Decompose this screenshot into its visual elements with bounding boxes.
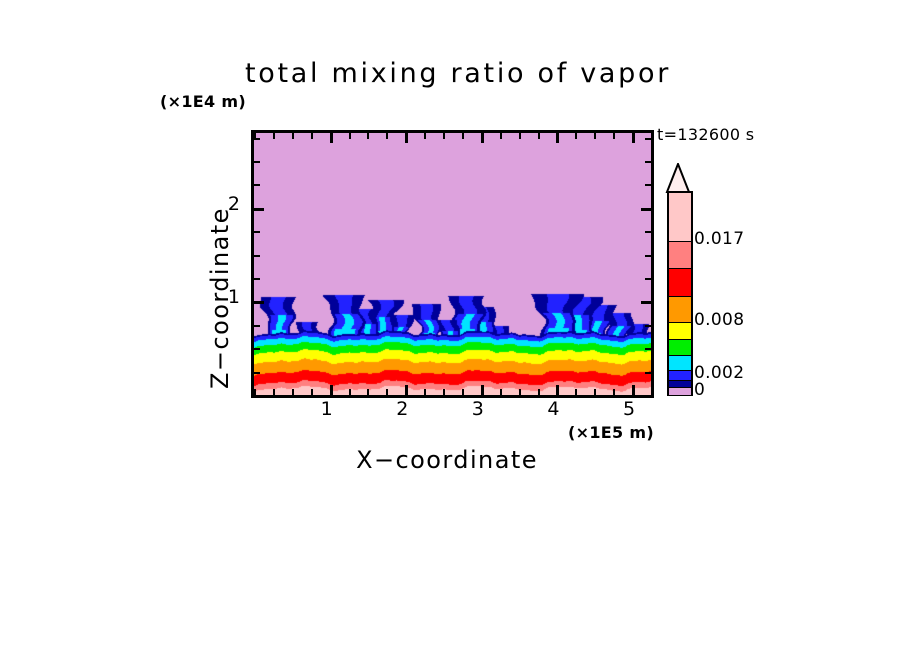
x-major-tick-bottom [330,385,333,395]
colorbar-band [669,387,691,395]
colorbar-band [669,380,691,389]
x-minor-tick-bottom [519,389,521,395]
x-minor-tick-top [292,133,294,139]
x-axis-unit-label: (×1E5 m) [568,423,655,442]
x-minor-tick-bottom [651,389,653,395]
y-minor-tick-left [254,278,260,280]
colorbar-tick-label: 0.008 [694,310,745,331]
x-tick-label: 4 [547,398,560,420]
colorbar-band [669,339,691,357]
x-minor-tick-bottom [386,389,388,395]
x-minor-tick-bottom [349,389,351,395]
x-major-tick-top [556,133,559,143]
x-minor-tick-bottom [594,389,596,395]
x-minor-tick-top [651,133,653,139]
colorbar-tick-label: 0 [694,380,706,400]
y-major-tick-right [641,301,651,304]
x-minor-tick-top [273,133,275,139]
colorbar-arrow-head [665,163,691,193]
x-minor-tick-bottom [538,389,540,395]
y-major-tick-right [641,208,651,211]
y-minor-tick-left [254,231,260,233]
y-major-tick-left [254,301,264,304]
x-minor-tick-top [349,133,351,139]
y-minor-tick-left [254,255,260,257]
x-minor-tick-bottom [254,389,256,395]
x-minor-tick-bottom [311,389,313,395]
colorbar-band [669,356,691,372]
y-minor-tick-right [645,325,651,327]
x-major-tick-top [330,133,333,143]
y-tick-label: 2 [227,192,240,215]
y-minor-tick-left [254,395,260,397]
x-major-tick-top [405,133,408,143]
y-minor-tick-right [645,161,651,163]
x-major-tick-bottom [481,385,484,395]
colorbar-band [669,269,691,298]
y-axis-unit-label: (×1E4 m) [160,92,247,111]
y-minor-tick-right [645,372,651,374]
x-minor-tick-top [311,133,313,139]
x-minor-tick-top [538,133,540,139]
x-major-tick-bottom [556,385,559,395]
x-minor-tick-top [594,133,596,139]
x-major-tick-top [632,133,635,143]
y-major-tick-left [254,208,264,211]
colorbar-band [669,193,691,243]
vapor-mixing-ratio-field [254,133,651,395]
x-minor-tick-bottom [462,389,464,395]
colorbar-tick-label: 0.017 [694,229,745,250]
y-minor-tick-left [254,325,260,327]
y-minor-tick-right [645,395,651,397]
y-minor-tick-right [645,138,651,140]
y-minor-tick-left [254,138,260,140]
x-major-tick-top [481,133,484,143]
x-tick-label: 3 [471,398,484,420]
x-minor-tick-bottom [367,389,369,395]
x-minor-tick-top [386,133,388,139]
x-minor-tick-bottom [292,389,294,395]
y-minor-tick-right [645,184,651,186]
y-minor-tick-left [254,184,260,186]
y-minor-tick-left [254,348,260,350]
x-tick-label: 1 [320,398,333,420]
x-minor-tick-top [519,133,521,139]
y-minor-tick-right [645,255,651,257]
x-minor-tick-bottom [424,389,426,395]
y-tick-label: 1 [227,286,240,309]
timestamp-annotation: t=132600 s [657,125,755,144]
y-minor-tick-left [254,372,260,374]
x-minor-tick-top [462,133,464,139]
x-minor-tick-top [575,133,577,139]
x-minor-tick-bottom [443,389,445,395]
y-minor-tick-right [645,231,651,233]
colorbar-band [669,242,691,270]
y-minor-tick-right [645,278,651,280]
x-minor-tick-top [443,133,445,139]
y-minor-tick-left [254,161,260,163]
x-minor-tick-top [613,133,615,139]
x-minor-tick-bottom [500,389,502,395]
x-minor-tick-top [254,133,256,139]
y-minor-tick-right [645,348,651,350]
colorbar-band [669,297,691,325]
x-axis-title: X−coordinate [356,446,538,474]
x-tick-label: 5 [623,398,636,420]
x-minor-tick-bottom [273,389,275,395]
x-minor-tick-top [424,133,426,139]
colorbar-band [669,371,691,382]
x-minor-tick-bottom [613,389,615,395]
page-title: total mixing ratio of vapor [244,58,672,89]
x-tick-label: 2 [396,398,409,420]
colorbar-band [669,323,691,341]
x-major-tick-bottom [405,385,408,395]
plot-area [251,130,654,398]
x-major-tick-bottom [632,385,635,395]
x-minor-tick-top [500,133,502,139]
colorbar-tick-label: 0.002 [694,363,745,384]
colorbar[interactable] [667,191,693,396]
x-minor-tick-top [367,133,369,139]
x-minor-tick-bottom [575,389,577,395]
